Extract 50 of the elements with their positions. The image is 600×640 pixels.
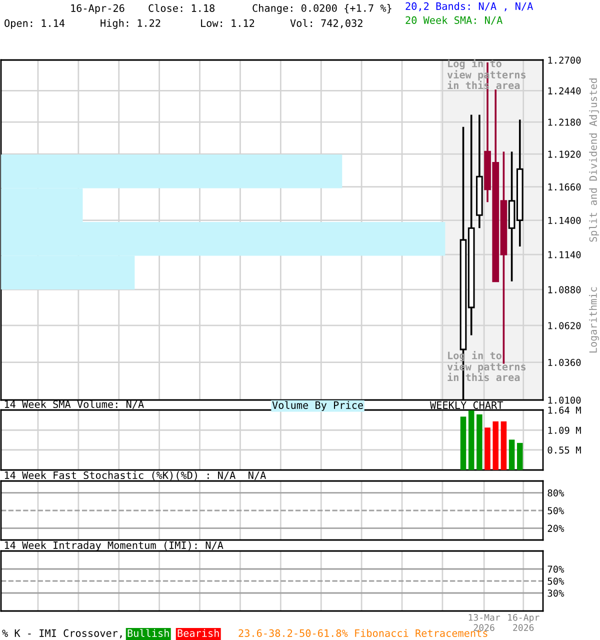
y-tick-label: 1.0100	[548, 396, 581, 404]
bar	[517, 442, 523, 470]
y-axis-title: Split and Dividend Adjusted	[589, 78, 599, 242]
bar	[484, 428, 490, 470]
text: % K - IMI Crossover,	[2, 629, 122, 638]
y-tick-label: 50%	[548, 507, 564, 514]
bar	[460, 416, 466, 470]
text: Volume By Price	[272, 401, 363, 411]
y-tick-label: 1.2180	[548, 118, 581, 126]
y-tick-label: 1.09 M	[548, 426, 581, 434]
text: Bearish	[178, 629, 219, 637]
text: High: 1.22	[100, 19, 160, 29]
y-tick-label: 1.1920	[548, 150, 581, 158]
text: Bullish	[128, 629, 169, 637]
y-tick-label: 1.2440	[548, 87, 581, 94]
chart-title: 14 Week SMA Volume: N/A	[4, 400, 144, 409]
y-tick-label: 70%	[548, 566, 564, 573]
text: Low: 1.12	[201, 19, 254, 27]
y-tick-label: 1.1140	[548, 251, 581, 258]
text: Open: 1.14	[4, 19, 65, 29]
y-tick-label: 80%	[548, 489, 564, 497]
bar	[476, 414, 482, 470]
y-tick-label: 1.0360	[548, 358, 581, 366]
text: WEEKLY CHART	[430, 401, 504, 409]
bar	[508, 440, 515, 470]
y-tick-label: 1.0620	[548, 322, 581, 330]
y-tick-label: 1.0880	[548, 286, 581, 294]
text: Logarithmic	[589, 287, 599, 353]
text: 20 Week SMA: N/A	[406, 16, 502, 25]
bar	[500, 421, 507, 470]
y-tick-label: 0.55 M	[548, 446, 581, 454]
text: Vol: 742,032	[290, 19, 362, 28]
y-tick-label: 1.2700	[548, 56, 581, 64]
text: Change: 0.0200 {+1.7 %}	[252, 4, 392, 14]
y-tick-label: 1.1400	[548, 216, 581, 224]
text: Close: 1.18	[148, 4, 214, 12]
text: 20,2 Bands: N/A , N/A	[406, 2, 534, 12]
text: 23.6-38.2-50-61.8% Fibonacci Retracements	[238, 629, 488, 637]
y-tick-label: 20%	[548, 524, 564, 532]
y-tick-label: 1.64 M	[548, 406, 581, 414]
y-tick-label: 50%	[548, 578, 564, 585]
bar	[492, 421, 499, 470]
y-tick-label: 30%	[548, 590, 564, 597]
chart-title: 14 Week Intraday Momentum (IMI): N/A	[4, 541, 224, 551]
y-tick-label: 1.1660	[548, 183, 581, 191]
bar	[468, 410, 474, 470]
text: 16-Apr-26	[71, 4, 124, 14]
x-tick-label: 16-Apr 2026	[508, 614, 540, 631]
x-tick-label: 13-Mar 2026	[468, 614, 500, 631]
chart-title: 14 Week Fast Stochastic (%K)(%D) : N/A N/A	[4, 471, 266, 480]
